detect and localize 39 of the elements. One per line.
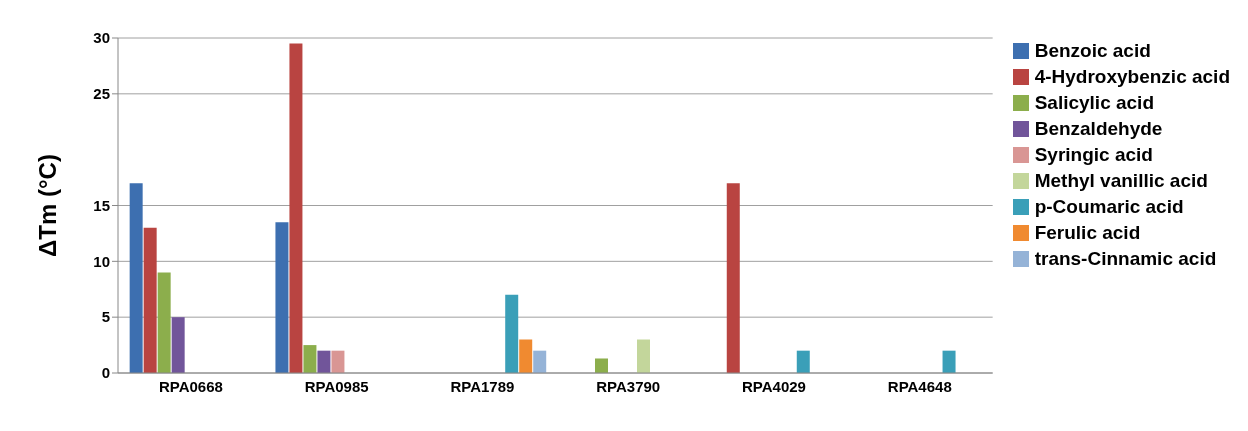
legend-label: Ferulic acid [1034, 221, 1141, 245]
bar [289, 43, 303, 373]
y-tick-label: 25 [93, 85, 110, 103]
y-tick-label: 5 [101, 308, 110, 326]
y-tick-label: 15 [93, 196, 110, 214]
bar [331, 350, 345, 373]
bar [942, 350, 956, 373]
legend-label: Methyl vanillic acid [1034, 169, 1208, 193]
legend-label: trans-Cinnamic acid [1034, 247, 1217, 271]
y-tick-label: 30 [93, 29, 110, 47]
bar [533, 350, 547, 373]
bar [505, 294, 519, 373]
legend-label: Salicylic acid [1034, 91, 1155, 115]
bar [796, 350, 810, 373]
bar [129, 183, 143, 373]
legend-label: 4-Hydroxybenzic acid [1034, 65, 1230, 89]
bar [726, 183, 740, 373]
bar [143, 227, 157, 373]
legend-label: p-Coumaric acid [1034, 195, 1184, 219]
bar [636, 339, 650, 373]
x-tick-label: RPA3790 [596, 377, 661, 395]
legend-label: Benzoic acid [1034, 39, 1151, 63]
bar [594, 358, 608, 373]
bar [317, 350, 331, 373]
x-tick-label: RPA0668 [158, 377, 223, 395]
bar [157, 272, 171, 373]
x-tick-label: RPA1789 [450, 377, 515, 395]
y-axis-title: ΔTm (°C) [33, 154, 61, 257]
bar [519, 339, 533, 373]
bar [275, 222, 289, 373]
x-tick-label: RPA0985 [304, 377, 369, 395]
bar [303, 345, 317, 373]
x-tick-label: RPA4648 [887, 377, 952, 395]
y-tick-label: 10 [93, 252, 110, 270]
x-tick-label: RPA4029 [742, 377, 806, 395]
y-tick-label: 0 [101, 364, 110, 382]
bar [171, 317, 185, 373]
legend-label: Syringic acid [1034, 143, 1153, 167]
legend-label: Benzaldehyde [1034, 117, 1163, 141]
